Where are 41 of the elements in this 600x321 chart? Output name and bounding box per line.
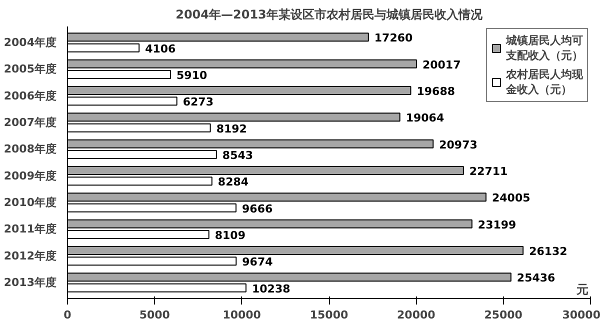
- data-label: 26132: [529, 245, 568, 258]
- y-tick-label: 2006年度: [4, 89, 57, 102]
- x-tick-label: 30000: [562, 308, 600, 321]
- y-tick-label: 2008年度: [4, 142, 57, 156]
- data-label: 20017: [422, 58, 461, 72]
- y-tick-label: 2010年度: [4, 196, 57, 209]
- legend-label: 农村居民人均现金收入（元）: [506, 67, 583, 97]
- y-tick-label: 2013年度: [4, 276, 57, 289]
- data-label: 25436: [516, 272, 556, 285]
- x-tick-label: 20000: [397, 308, 436, 321]
- x-tick-label: 5000: [139, 308, 170, 321]
- y-tick-label: 2009年度: [4, 169, 57, 182]
- data-label: 8284: [218, 176, 249, 189]
- data-label: 8192: [216, 122, 247, 136]
- data-label: 9666: [242, 202, 273, 216]
- x-tick-label: 10000: [222, 308, 262, 321]
- y-tick-label: 2011年度: [4, 222, 57, 236]
- data-label: 20973: [439, 138, 478, 152]
- y-tick-label: 2012年度: [4, 249, 57, 262]
- x-tick-label: 0: [64, 308, 72, 321]
- data-label: 4106: [145, 42, 176, 56]
- chart-title: 2004年—2013年某设区市农村居民与城镇居民收入情况: [176, 8, 484, 22]
- legend-label: 城镇居民人均可支配收入（元）: [506, 33, 583, 63]
- x-tick-label: 25000: [484, 308, 523, 321]
- y-tick-label: 2005年度: [4, 62, 57, 76]
- data-label: 8109: [214, 229, 246, 242]
- data-label: 24005: [492, 192, 530, 205]
- data-label: 8543: [222, 149, 254, 162]
- data-label: 23199: [478, 218, 516, 232]
- data-label: 19064: [406, 112, 444, 125]
- x-tick-label: 15000: [310, 308, 348, 321]
- data-label: 19688: [416, 85, 456, 98]
- data-label: 9674: [242, 256, 274, 269]
- y-tick-label: 2007年度: [4, 116, 57, 129]
- data-label: 6273: [182, 96, 214, 109]
- data-label: 5910: [176, 69, 208, 82]
- data-label: 17260: [374, 32, 414, 45]
- x-axis-title: 元: [576, 282, 588, 296]
- y-tick-label: 2004年度: [4, 36, 57, 49]
- data-label: 22711: [469, 165, 508, 178]
- data-label: 10238: [252, 282, 290, 296]
